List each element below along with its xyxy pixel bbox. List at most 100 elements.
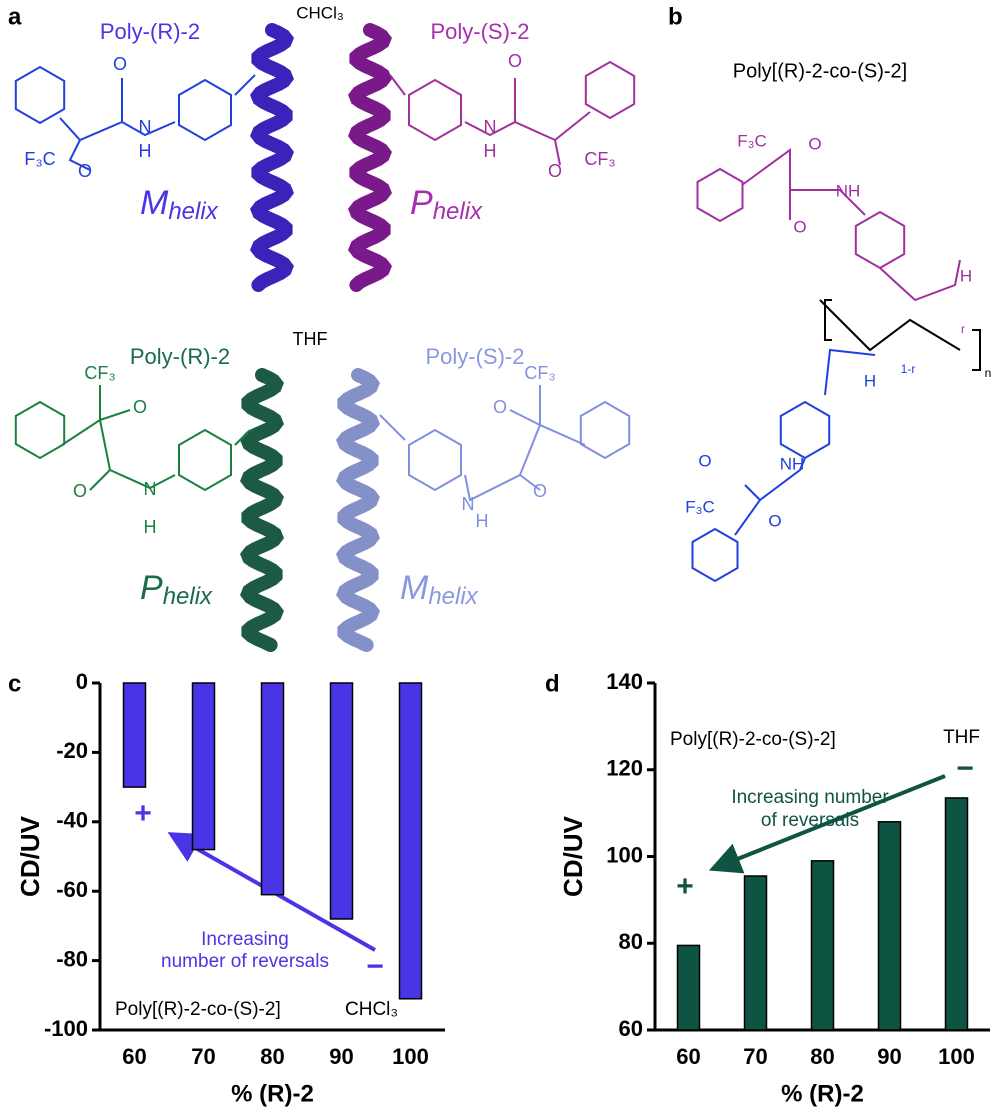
x-tick-label: 70 [743, 1044, 767, 1069]
atom: CF₃ [524, 363, 555, 383]
ring [779, 400, 831, 460]
solvent: THF [293, 329, 328, 349]
panel-label: c [8, 670, 21, 697]
atom: H [139, 141, 152, 161]
y-tick-label: 100 [606, 842, 643, 867]
arrow [708, 774, 946, 874]
atom: O [698, 451, 711, 470]
annotation: Poly[(R)-2-co-(S)-2] [670, 729, 836, 750]
helix-sense: P [410, 184, 433, 222]
bond [819, 299, 961, 352]
y-tick-label: 0 [76, 669, 88, 694]
bar [676, 944, 701, 1031]
x-tick-label: 90 [329, 1044, 353, 1069]
bar [810, 860, 835, 1031]
ring [579, 400, 631, 460]
y-tick-label: -40 [56, 808, 88, 833]
helix-sense: P [140, 569, 163, 607]
helix-label: Mhelix [400, 569, 479, 610]
atom: NH [836, 181, 861, 200]
annotation: Poly[(R)-2-co-(S)-2] [115, 999, 281, 1020]
helix [348, 23, 392, 292]
panel-label: b [668, 3, 683, 30]
annotation: + [676, 870, 694, 903]
atom: H [864, 371, 876, 390]
bond [234, 74, 256, 96]
bond [61, 385, 101, 446]
y-tick-label: -20 [56, 738, 88, 763]
ring [408, 428, 462, 492]
atom: O [548, 161, 562, 181]
x-axis-label: % (R)-2 [231, 1080, 314, 1107]
y-axis-label: CD/UV [558, 815, 588, 897]
x-tick-label: 80 [810, 1044, 834, 1069]
helix-sense: M [140, 184, 169, 222]
x-axis-label: % (R)-2 [781, 1080, 864, 1107]
y-tick-label: 140 [606, 669, 643, 694]
atom: O [73, 481, 87, 501]
helix-subscript: helix [428, 583, 478, 610]
panel-title: Poly[(R)-2-co-(S)-2] [733, 60, 907, 82]
annotation: of reversals [761, 810, 859, 831]
atom: N [484, 117, 497, 137]
bar [944, 797, 969, 1031]
ring [178, 78, 232, 142]
atom: O [113, 54, 127, 74]
helix [336, 368, 380, 652]
bond [389, 74, 406, 96]
helix [250, 23, 294, 292]
bond [109, 469, 176, 490]
x-tick-label: 60 [122, 1044, 146, 1069]
annotation: CHCl₃ [345, 999, 398, 1020]
atom: N [144, 479, 157, 499]
bond [68, 139, 91, 171]
atom: H [144, 517, 157, 537]
atom: O [533, 481, 547, 501]
bond [519, 423, 586, 476]
ring [854, 210, 906, 270]
atom: CF₃ [84, 363, 115, 383]
y-tick-label: -80 [56, 946, 88, 971]
ring [696, 167, 744, 223]
polymer-name: Poly-(R)-2 [100, 19, 200, 44]
y-tick-label: 120 [606, 756, 643, 781]
polymer-name: Poly-(S)-2 [430, 19, 529, 44]
x-tick-label: 90 [877, 1044, 901, 1069]
bond [509, 409, 541, 426]
atom: F₃C [737, 131, 767, 150]
atom: F₃C [24, 149, 55, 169]
annotation: THF [943, 727, 980, 748]
atom: O [768, 511, 781, 530]
atom: O [508, 51, 522, 71]
annotation: Increasing number [731, 787, 889, 808]
ring [691, 527, 739, 583]
panel-label: a [8, 3, 22, 30]
ring [14, 400, 66, 460]
bar [398, 682, 423, 1000]
atom: O [493, 397, 507, 417]
bond [464, 473, 541, 502]
helix-sense: M [400, 569, 429, 607]
bond [89, 419, 112, 491]
annotation: number of reversals [161, 951, 329, 972]
atom: O [793, 217, 806, 236]
bond [379, 414, 406, 441]
bar [191, 682, 216, 851]
bar [260, 682, 285, 896]
annotation: − [956, 752, 974, 785]
atom: r [961, 322, 965, 336]
atom: N [139, 117, 152, 137]
bond [879, 259, 961, 302]
bond [824, 348, 876, 396]
bond [234, 429, 251, 446]
atom: H [484, 141, 497, 161]
bond [59, 78, 123, 142]
bond [121, 121, 176, 137]
bond [790, 189, 866, 216]
bar [877, 821, 902, 1031]
polymer-name: Poly-(S)-2 [425, 344, 524, 369]
ring [178, 428, 232, 492]
helix-label: Phelix [410, 184, 483, 225]
helix-label: Mhelix [140, 184, 219, 225]
